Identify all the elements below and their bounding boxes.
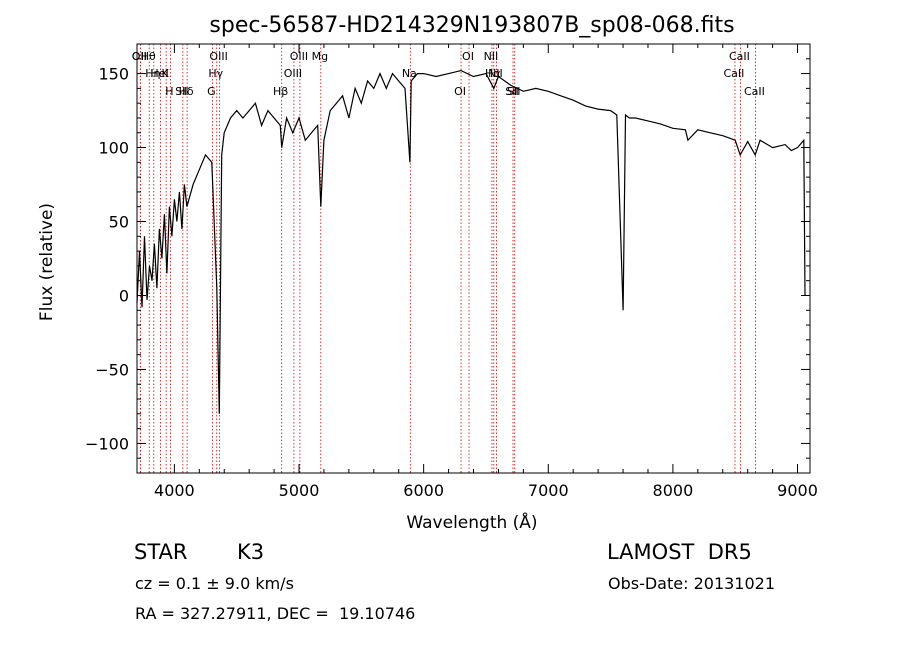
object-class: STAR [134,540,188,564]
chart-title: spec-56587-HD214329N193807B_sp08-068.fit… [209,13,734,38]
redshift-cz: cz = 0.1 ± 9.0 km/s [135,574,294,593]
y-tick-label: 100 [98,139,129,158]
line-label: OIII [209,50,227,63]
x-tick-label: 8000 [653,481,694,500]
line-label: Hδ [179,85,194,98]
x-axis-label: Wavelength (Å) [406,511,537,533]
y-tick-label: 150 [98,65,129,84]
y-tick-label: −100 [85,434,129,453]
x-tick-label: 7000 [528,481,569,500]
line-label: Hη [145,67,160,80]
subclass: K3 [237,540,265,564]
line-labels: HθKHδOIIHeISIIOIIHηHOIIIHγGOIIIOIIIHβMgN… [132,50,765,98]
y-axis-label: Flux (relative) [37,203,57,321]
y-tick-label: 0 [119,286,129,305]
line-label: OII [132,50,147,63]
spectrum-line [136,69,806,414]
line-label: H [165,85,173,98]
line-label: Hβ [273,85,288,98]
line-label: Mg [312,50,328,63]
x-tick-label: 4000 [154,481,195,500]
line-label: NII [484,50,499,63]
plot-frame [136,43,811,474]
x-tick-label: 5000 [279,481,320,500]
y-tick-label: −50 [95,360,129,379]
survey-name: LAMOST DR5 [607,540,752,564]
line-label: G [207,85,216,98]
line-label: SII [505,85,518,98]
x-tick-labels: 4000 5000 6000 7000 8000 9000 [154,481,818,500]
x-tick-label: 6000 [403,481,444,500]
reference-lines [139,44,756,473]
line-label: OIII [284,67,302,80]
line-label: CaII [724,67,745,80]
line-label: CaII [744,85,765,98]
y-tick-labels: −100 −50 0 50 100 150 [85,65,129,454]
line-label: OII [132,50,147,63]
y-tick-label: 50 [109,213,129,232]
line-label: K [162,67,170,80]
line-label: Hθ [141,50,156,63]
line-label: Hα [485,67,501,80]
obs-date: Obs-Date: 20131021 [608,574,776,593]
axis-ticks [137,43,810,473]
line-label: CaII [729,50,750,63]
line-label: Hγ [208,67,223,80]
coordinates: RA = 327.27911, DEC = 19.10746 [135,604,416,623]
line-label: OIII [290,50,308,63]
line-label: SII [175,85,188,98]
x-tick-label: 9000 [777,481,818,500]
line-label: HeI [150,67,168,80]
line-label: OI [454,85,466,98]
line-label: OI [462,50,474,63]
line-label: Na [402,67,417,80]
